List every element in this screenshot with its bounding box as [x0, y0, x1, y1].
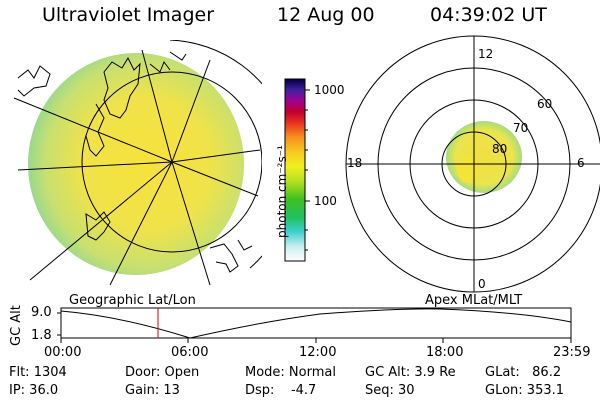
info-door: Door: Open: [125, 365, 200, 380]
geographic-caption: Geographic Lat/Lon: [69, 293, 196, 308]
info-glat: GLat: 86.2: [485, 365, 562, 380]
info-flt: Flt: 1304: [9, 365, 67, 380]
polar-label-right: 6: [577, 156, 585, 170]
polar-lat-70: 70: [513, 121, 529, 135]
polar-label-left: 18: [347, 156, 363, 170]
polar-lat-80: 80: [492, 142, 508, 156]
altitude-curve: [60, 308, 572, 339]
polar-lat-60: 60: [537, 97, 553, 111]
coastlines: [17, 51, 253, 273]
altitude-tick-0: 00:00: [44, 345, 82, 360]
altitude-frame: [60, 307, 572, 339]
altitude-plot: [57, 307, 572, 343]
auroral-oval: [446, 121, 522, 193]
altitude-tick-4: 23:59: [553, 345, 591, 360]
colorbar-ticks: [305, 89, 310, 251]
polar-label-bottom: 0: [478, 277, 486, 291]
time-label: 04:39:02 UT: [430, 4, 547, 26]
polar-plot: [345, 35, 600, 293]
info-gain: Gain: 13: [125, 383, 180, 398]
altitude-y-top: 9.0: [31, 305, 52, 320]
polar-label-top: 12: [478, 47, 494, 61]
info-ip: IP: 36.0: [9, 383, 59, 398]
date-label: 12 Aug 00: [277, 4, 375, 26]
altitude-y-bottom: 1.8: [31, 328, 52, 343]
meridian-lines: [13, 49, 261, 286]
info-gc-alt: GC Alt: 3.9 Re: [365, 365, 456, 380]
colorbar-tick-100: 100: [314, 194, 337, 208]
altitude-tick-3: 18:00: [426, 345, 464, 360]
altitude-tick-1: 06:00: [171, 345, 209, 360]
colorbar-tick-1000: 1000: [314, 83, 345, 97]
apex-caption: Apex MLat/MLT: [425, 293, 523, 308]
info-mode: Mode: Normal: [245, 365, 336, 380]
geographic-map: [13, 40, 262, 286]
horizon-arc: [169, 40, 262, 269]
info-dsp: Dsp: -4.7: [245, 383, 317, 398]
app-title: Ultraviolet Imager: [42, 4, 215, 26]
colorbar-unit-label: photon cm⁻²s⁻¹: [275, 145, 289, 238]
altitude-ylabel: GC Alt: [9, 305, 24, 346]
altitude-tick-2: 12:00: [299, 345, 337, 360]
latitude-circle: [81, 71, 262, 253]
info-glon: GLon: 353.1: [485, 383, 565, 398]
info-seq: Seq: 30: [365, 383, 415, 398]
